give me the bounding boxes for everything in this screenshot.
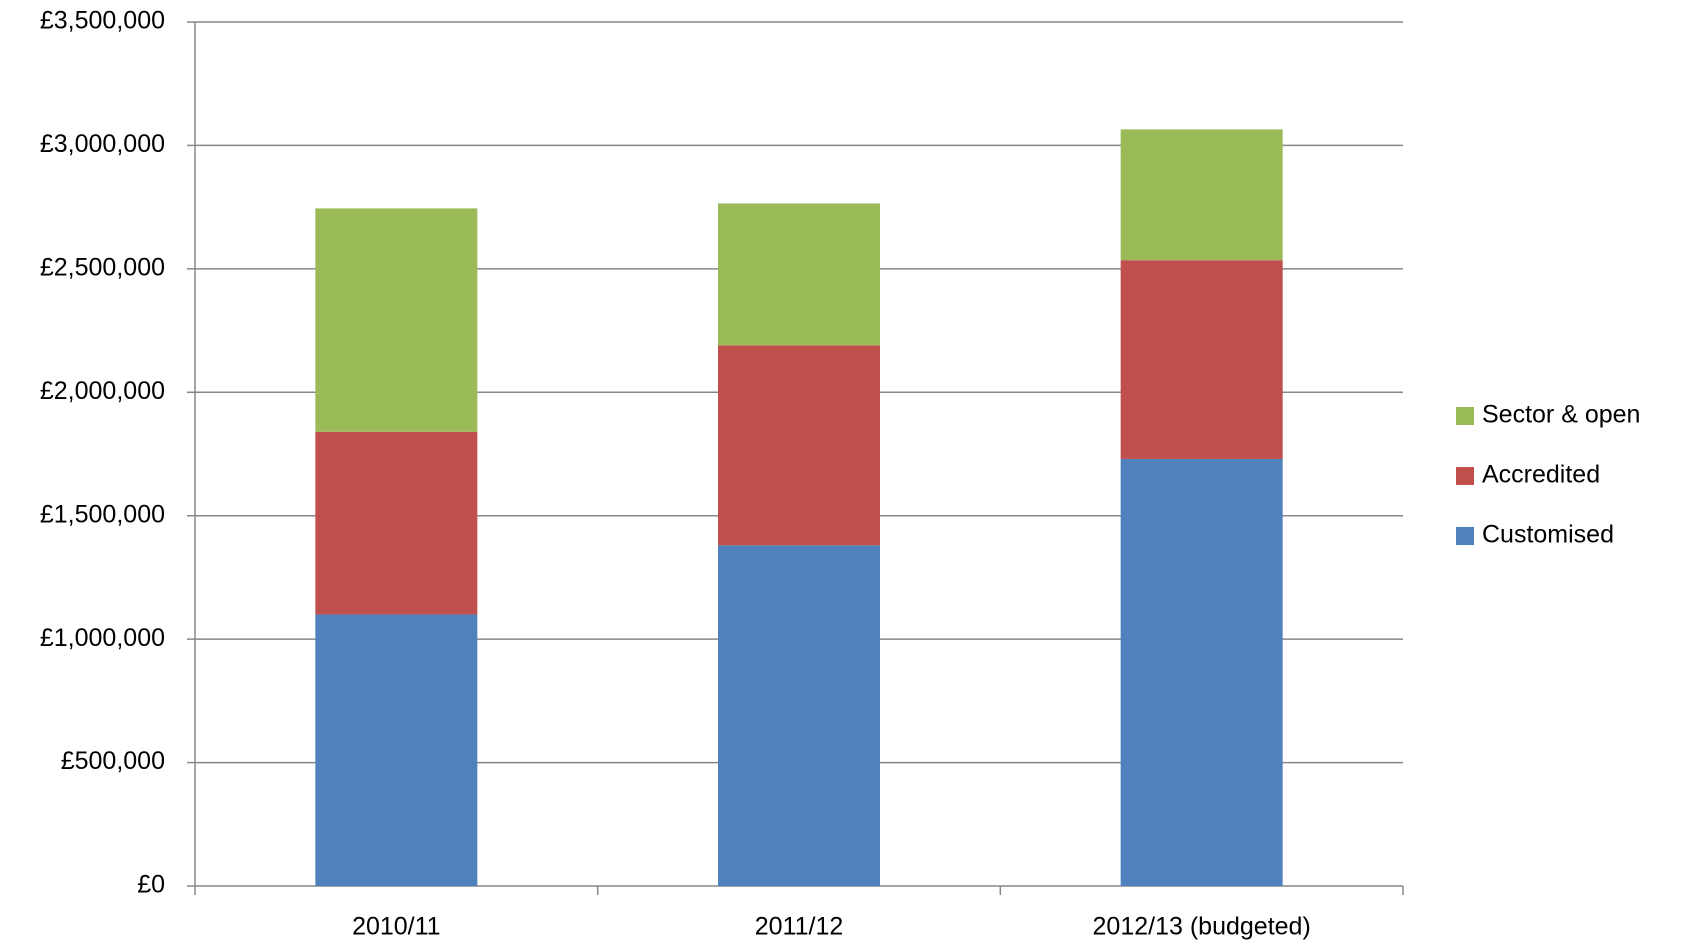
y-tick-label: £3,000,000 [40,130,165,158]
legend-label: Sector & open [1482,401,1640,429]
bar-segment [718,545,880,886]
bar-segment [1120,129,1283,261]
legend-swatch [1456,467,1474,485]
y-tick-label: £2,000,000 [40,377,165,405]
bar-segment [315,208,478,432]
bar-segment [718,345,880,546]
bar-segment [315,431,478,615]
y-tick-label: £1,500,000 [40,500,165,528]
y-tick-label: £500,000 [61,747,165,775]
legend-label: Accredited [1482,461,1600,489]
legend-swatch [1456,527,1474,545]
legend-swatch [1456,407,1474,425]
y-tick-label: £0 [137,871,165,899]
x-tick-label: 2010/11 [352,913,441,941]
y-tick-label: £2,500,000 [40,253,165,281]
bar-segment [1120,458,1283,886]
legend-label: Customised [1482,521,1614,549]
x-tick-label: 2011/12 [755,913,844,941]
bar-segment [718,203,880,346]
bar-segment [315,614,478,886]
x-tick-label: 2012/13 (budgeted) [1093,913,1311,941]
y-tick-label: £1,000,000 [40,624,165,652]
y-tick-label: £3,500,000 [40,7,165,35]
bar-segment [1120,260,1283,459]
